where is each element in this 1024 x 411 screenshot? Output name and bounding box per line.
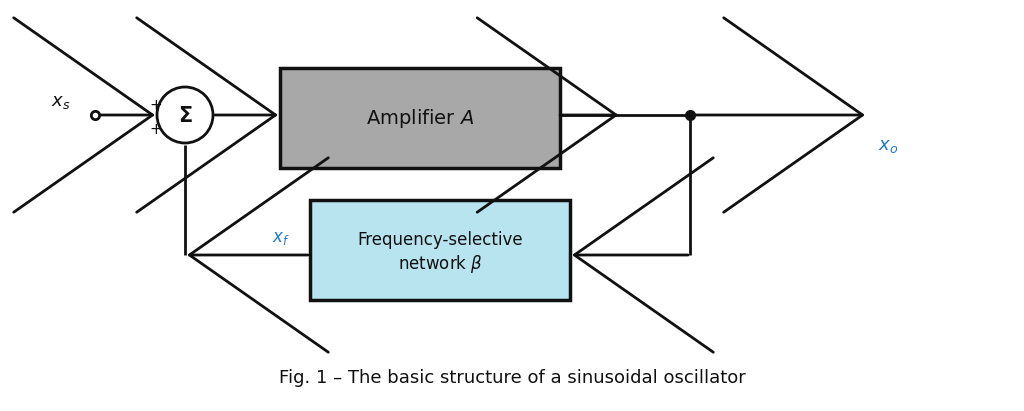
Text: network $\beta$: network $\beta$ (397, 253, 482, 275)
Text: Σ: Σ (178, 106, 193, 126)
Text: Fig. 1 – The basic structure of a sinusoidal oscillator: Fig. 1 – The basic structure of a sinuso… (279, 369, 745, 387)
Text: $x_o$: $x_o$ (878, 137, 898, 155)
Text: Frequency-selective: Frequency-selective (357, 231, 523, 249)
Text: Amplifier $\mathit{A}$: Amplifier $\mathit{A}$ (366, 106, 474, 129)
Bar (310, 200, 570, 300)
Text: +: + (150, 97, 163, 113)
Text: +: + (150, 122, 163, 136)
Text: $x_s$: $x_s$ (50, 93, 70, 111)
Bar (280, 68, 560, 168)
Text: $x_f$: $x_f$ (272, 229, 290, 247)
